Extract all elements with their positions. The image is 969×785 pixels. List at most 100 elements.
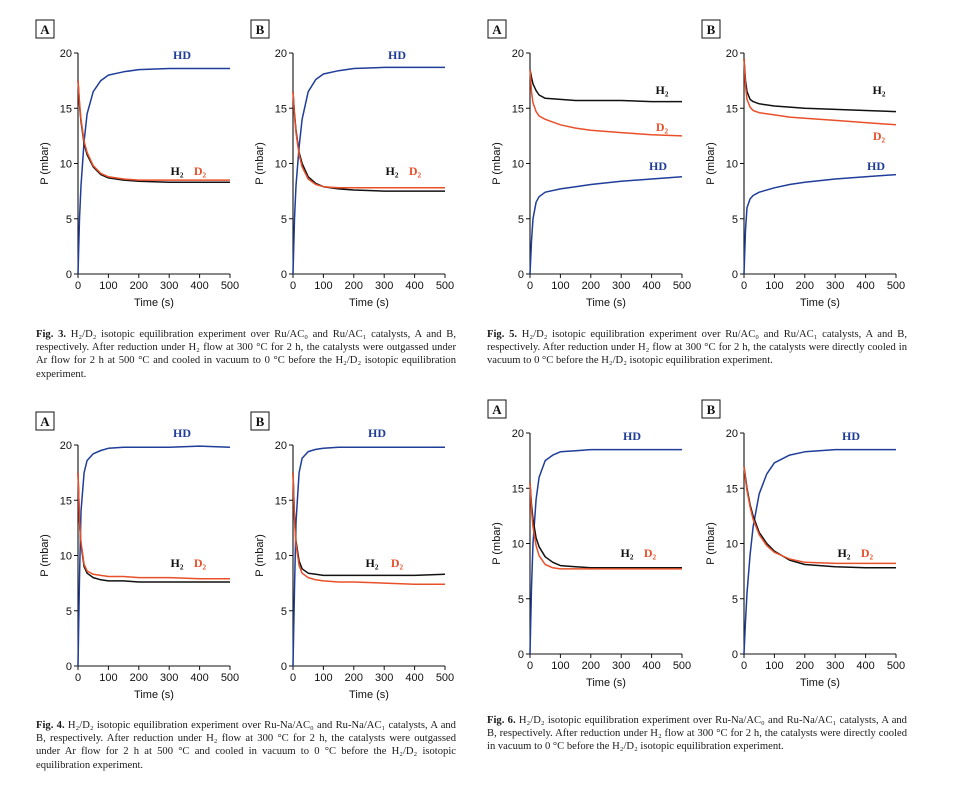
x-tick-label: 100	[551, 660, 569, 672]
x-tick-label: 300	[826, 280, 844, 292]
x-axis-label: Time (s)	[800, 297, 840, 309]
x-tick-label: 300	[160, 280, 178, 292]
fig6-panel-b: B 0 5 10 15 20 0 100 200 300 400 500 Time (s) P (mbar…	[676, 398, 916, 698]
x-tick-label: 100	[765, 280, 783, 292]
x-tick-label: 500	[436, 280, 454, 292]
x-tick-label: 400	[856, 280, 874, 292]
y-tick-label: 5	[732, 214, 738, 226]
series-line-d2	[743, 466, 896, 565]
y-tick-label: 5	[66, 214, 72, 226]
series-line-h2	[529, 69, 682, 103]
x-tick-label: 200	[582, 280, 600, 292]
panel-badge-box	[35, 411, 55, 431]
y-tick-label: 20	[512, 48, 524, 60]
y-tick-label: 5	[732, 594, 738, 606]
series-label-d2: D₂	[409, 164, 422, 178]
y-tick-label: 10	[726, 159, 738, 171]
x-axis-label: Time (s)	[349, 297, 389, 309]
panel-badge-label: B	[256, 414, 265, 429]
x-tick-label: 0	[741, 660, 747, 672]
x-tick-label: 100	[314, 672, 332, 684]
y-tick-label: 15	[512, 103, 524, 115]
series-line-hd	[292, 446, 445, 667]
x-tick-label: 0	[75, 672, 81, 684]
series-label-h2: H₂	[873, 83, 886, 97]
x-tick-label: 300	[375, 280, 393, 292]
x-tick-label: 200	[582, 660, 600, 672]
fig3-caption-num: Fig. 3.	[36, 329, 67, 340]
fig4-panel-a: A 0 5 10 15 20 0 100 200 300 400 500 Time (s) P (mbar…	[10, 410, 250, 710]
panel-badge-box	[487, 19, 507, 39]
fig6-caption: Fig. 6. H₂/D₂ isotopic equilibration exp…	[487, 714, 907, 754]
y-tick-label: 0	[281, 661, 287, 673]
series-label-hd: HD	[173, 48, 191, 62]
x-tick-label: 200	[796, 660, 814, 672]
fig5-caption-text: H₂/D₂ isotopic equilibration experiment …	[487, 329, 907, 367]
series-line-h2	[292, 91, 445, 192]
x-tick-label: 500	[673, 280, 691, 292]
y-axis-label: P (mbar)	[491, 142, 503, 185]
y-axis-label: P (mbar)	[705, 142, 717, 185]
x-tick-label: 400	[405, 672, 423, 684]
x-axis-label: Time (s)	[134, 297, 174, 309]
y-tick-label: 20	[60, 48, 72, 60]
y-axis-label: P (mbar)	[705, 522, 717, 565]
fig5-panel-a: A 0 5 10 15 20 0 100 200 300 400 500 Time (s) P (mbar…	[462, 18, 702, 318]
y-tick-label: 15	[512, 483, 524, 495]
x-tick-label: 100	[551, 280, 569, 292]
y-tick-label: 0	[66, 269, 72, 281]
y-tick-label: 15	[726, 483, 738, 495]
x-tick-label: 300	[612, 660, 630, 672]
fig4-caption-text: H₂/D₂ isotopic equilibration experiment …	[36, 720, 456, 771]
y-tick-label: 20	[726, 48, 738, 60]
panel-badge-label: A	[40, 414, 50, 429]
x-tick-label: 0	[290, 280, 296, 292]
series-label-d2: D₂	[194, 164, 207, 178]
series-label-hd: HD	[623, 429, 641, 443]
x-tick-label: 200	[345, 672, 363, 684]
panel-badge-box	[701, 399, 721, 419]
y-tick-label: 5	[518, 214, 524, 226]
x-tick-label: 200	[345, 280, 363, 292]
x-tick-label: 400	[642, 660, 660, 672]
x-tick-label: 0	[527, 660, 533, 672]
panel-badge-box	[250, 411, 270, 431]
fig3-caption: Fig. 3. H₂/D₂ isotopic equilibration exp…	[36, 328, 456, 381]
series-line-d2	[292, 91, 445, 189]
y-tick-label: 0	[66, 661, 72, 673]
x-tick-label: 100	[765, 660, 783, 672]
x-axis-label: Time (s)	[586, 297, 626, 309]
y-tick-label: 5	[518, 594, 524, 606]
series-label-h2: H₂	[366, 556, 379, 570]
y-tick-label: 10	[60, 551, 72, 563]
x-tick-label: 200	[796, 280, 814, 292]
x-axis-label: Time (s)	[800, 677, 840, 689]
x-tick-label: 500	[673, 660, 691, 672]
panel-badge-label: B	[256, 22, 265, 37]
series-line-d2	[292, 472, 445, 585]
series-line-hd	[292, 66, 445, 275]
y-axis-label: P (mbar)	[254, 534, 266, 577]
fig5-caption-num: Fig. 5.	[487, 329, 518, 340]
x-tick-label: 300	[375, 672, 393, 684]
x-tick-label: 100	[314, 280, 332, 292]
y-tick-label: 20	[726, 428, 738, 440]
series-label-h2: H₂	[171, 556, 184, 570]
x-tick-label: 500	[887, 660, 905, 672]
fig6-panel-a: A 0 5 10 15 20 0 100 200 300 400 500 Time (s) P (mbar…	[462, 398, 702, 698]
x-axis-label: Time (s)	[586, 677, 626, 689]
x-axis-label: Time (s)	[349, 689, 389, 701]
y-tick-label: 10	[275, 551, 287, 563]
series-line-hd	[529, 176, 683, 275]
fig3-caption-text: H₂/D₂ isotopic equilibration experiment …	[36, 329, 456, 380]
series-label-d2: D₂	[873, 129, 886, 143]
y-tick-label: 20	[60, 440, 72, 452]
series-label-d2: D₂	[656, 120, 669, 134]
series-line-hd	[743, 448, 896, 655]
y-tick-label: 20	[512, 428, 524, 440]
y-tick-label: 0	[732, 269, 738, 281]
